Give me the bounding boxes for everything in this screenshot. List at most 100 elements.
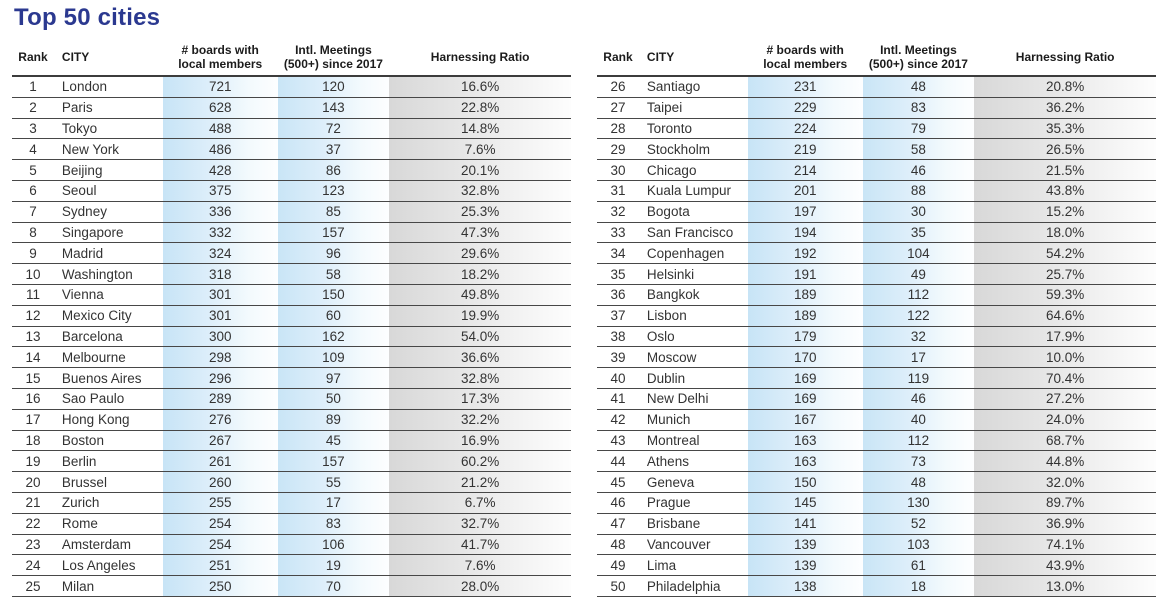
- city-cell: Lisbon: [646, 308, 687, 324]
- boards-cell: 189: [747, 305, 863, 326]
- meetings-cell: 46: [862, 388, 975, 409]
- table-row: 23 Amsterdam 254 106 41.7%: [12, 534, 571, 556]
- city-cell: Prague: [646, 495, 691, 511]
- header-meetings: Intl. Meetings (500+) since 2017: [868, 42, 968, 71]
- meetings-cell: 97: [277, 368, 390, 388]
- meetings-cell: 157: [277, 451, 390, 472]
- city-cell: Munich: [646, 412, 691, 428]
- rank-cell: 12: [25, 308, 41, 324]
- meetings-cell: 32: [862, 326, 975, 347]
- city-cell: Santiago: [646, 79, 701, 95]
- city-cell: Vienna: [61, 287, 104, 303]
- table-row: 40 Dublin 169 119 70.4%: [597, 368, 1156, 389]
- city-cell: London: [61, 79, 107, 95]
- table-row: 7 Sydney 336 85 25.3%: [12, 201, 571, 223]
- rank-cell: 26: [610, 79, 626, 95]
- boards-cell: 192: [747, 243, 863, 264]
- rank-cell: 35: [610, 266, 626, 282]
- ratio-cell: 43.9%: [974, 555, 1156, 576]
- ratio-cell: 26.5%: [974, 139, 1156, 160]
- table-row: 27 Taipei 229 83 36.2%: [597, 97, 1156, 119]
- ratio-cell: 32.2%: [389, 409, 571, 430]
- city-cell: Sydney: [61, 204, 107, 220]
- ratio-cell: 10.0%: [974, 347, 1156, 368]
- meetings-cell: 30: [862, 201, 975, 222]
- meetings-cell: 45: [277, 430, 390, 451]
- rank-cell: 23: [25, 536, 41, 552]
- rank-cell: 7: [29, 204, 37, 220]
- meetings-cell: 157: [277, 222, 390, 243]
- meetings-cell: 109: [277, 347, 390, 368]
- table-row: 38 Oslo 179 32 17.9%: [597, 326, 1156, 348]
- ratio-cell: 21.5%: [974, 160, 1156, 180]
- rank-cell: 15: [25, 370, 41, 386]
- rank-cell: 22: [25, 516, 41, 532]
- meetings-cell: 119: [862, 368, 975, 388]
- city-cell: Bogota: [646, 204, 690, 220]
- boards-cell: 139: [747, 555, 863, 576]
- meetings-cell: 86: [277, 160, 390, 180]
- meetings-cell: 48: [862, 77, 975, 97]
- rank-cell: 50: [610, 578, 626, 594]
- ratio-cell: 27.2%: [974, 388, 1156, 409]
- rank-cell: 29: [610, 141, 626, 157]
- rank-cell: 30: [610, 162, 626, 178]
- ratio-cell: 22.8%: [389, 97, 571, 118]
- table-row: 48 Vancouver 139 103 74.1%: [597, 534, 1156, 556]
- meetings-cell: 150: [277, 284, 390, 305]
- table-row: 44 Athens 163 73 44.8%: [597, 451, 1156, 473]
- ratio-cell: 41.7%: [389, 534, 571, 555]
- city-cell: Oslo: [646, 328, 675, 344]
- meetings-cell: 37: [277, 139, 390, 160]
- boards-cell: 179: [747, 326, 863, 347]
- ratio-cell: 44.8%: [974, 451, 1156, 472]
- city-cell: Bangkok: [646, 287, 700, 303]
- ratio-cell: 64.6%: [974, 305, 1156, 326]
- meetings-cell: 73: [862, 451, 975, 472]
- table-row: 31 Kuala Lumpur 201 88 43.8%: [597, 180, 1156, 202]
- rank-cell: 41: [610, 391, 626, 407]
- boards-cell: 298: [162, 347, 278, 368]
- city-table-ranks-1-25: Rank CITY # boards with local members In…: [12, 41, 571, 597]
- header-city: CITY: [61, 49, 90, 64]
- ratio-cell: 47.3%: [389, 222, 571, 243]
- rank-cell: 24: [25, 557, 41, 573]
- boards-cell: 486: [162, 139, 278, 160]
- table-row: 20 Brussel 260 55 21.2%: [12, 472, 571, 493]
- ratio-cell: 24.0%: [974, 409, 1156, 430]
- rank-cell: 27: [610, 100, 626, 116]
- city-cell: Lima: [646, 557, 677, 573]
- table-row: 21 Zurich 255 17 6.7%: [12, 492, 571, 514]
- rank-cell: 10: [25, 266, 41, 282]
- rank-cell: 36: [610, 287, 626, 303]
- rank-cell: 2: [29, 100, 37, 116]
- boards-cell: 163: [747, 430, 863, 451]
- boards-cell: 254: [162, 513, 278, 534]
- city-cell: Athens: [646, 453, 689, 469]
- boards-cell: 189: [747, 284, 863, 305]
- meetings-cell: 104: [862, 243, 975, 264]
- boards-cell: 229: [747, 97, 863, 118]
- city-cell: Kuala Lumpur: [646, 183, 731, 199]
- ratio-cell: 68.7%: [974, 430, 1156, 451]
- city-cell: Brisbane: [646, 516, 701, 532]
- meetings-cell: 106: [277, 534, 390, 555]
- meetings-cell: 17: [277, 492, 390, 513]
- city-cell: Madrid: [61, 245, 104, 261]
- city-cell: Boston: [61, 432, 104, 448]
- boards-cell: 276: [162, 409, 278, 430]
- rank-cell: 40: [610, 370, 626, 386]
- header-city: CITY: [646, 49, 675, 64]
- table-row: 8 Singapore 332 157 47.3%: [12, 222, 571, 244]
- table-row: 15 Buenos Aires 296 97 32.8%: [12, 368, 571, 389]
- meetings-cell: 46: [862, 160, 975, 180]
- boards-cell: 254: [162, 534, 278, 555]
- rank-cell: 20: [25, 474, 41, 490]
- meetings-cell: 48: [862, 472, 975, 492]
- city-table-ranks-26-50: Rank CITY # boards with local members In…: [597, 41, 1156, 597]
- rank-cell: 8: [29, 224, 37, 240]
- meetings-cell: 120: [277, 77, 390, 97]
- table-row: 49 Lima 139 61 43.9%: [597, 555, 1156, 577]
- boards-cell: 163: [747, 451, 863, 472]
